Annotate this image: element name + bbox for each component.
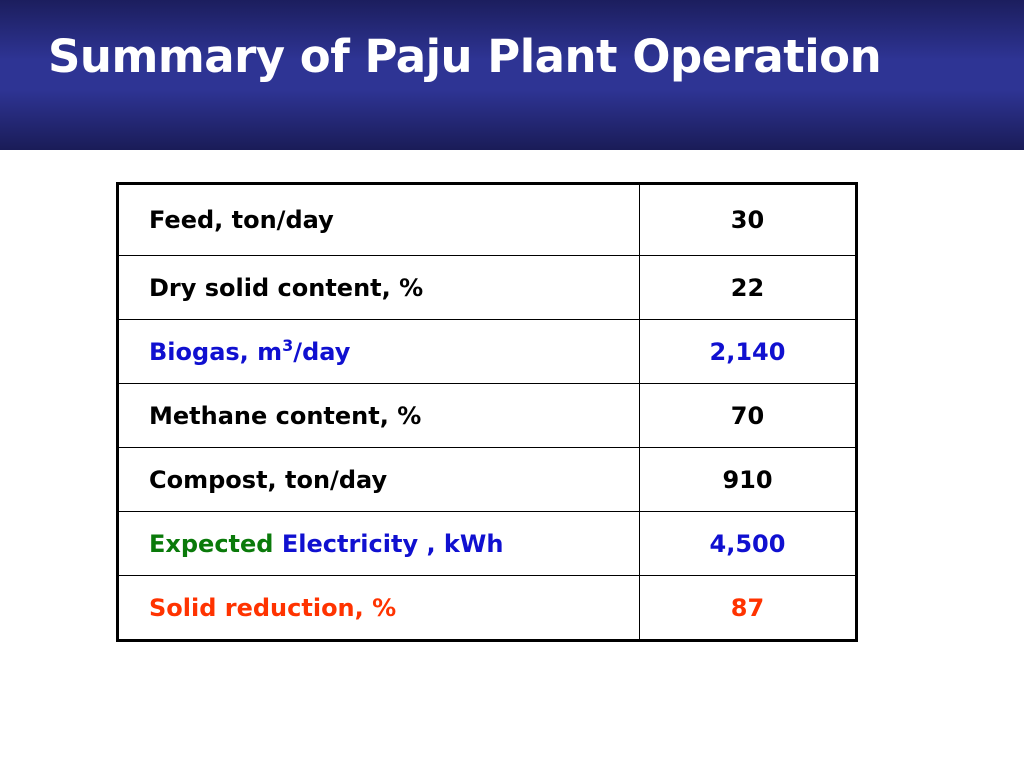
row-value-dry-solid: 22 (639, 255, 857, 320)
row-value-compost: 910 (639, 447, 857, 512)
electricity-label-text: Electricity , kWh (273, 529, 504, 558)
biogas-label-text: Biogas, m (149, 337, 283, 366)
summary-table: Feed, ton/day 30 Dry solid content, % 22… (116, 182, 858, 642)
row-value-methane: 70 (639, 383, 857, 448)
row-value-solid-reduction: 87 (639, 575, 857, 641)
table-row: Feed, ton/day 30 (117, 183, 857, 256)
row-label-biogas: Biogas, m3/day (117, 319, 640, 384)
slide-title: Summary of Paju Plant Operation (48, 30, 882, 83)
biogas-label-unit: /day (293, 337, 351, 366)
row-label-dry-solid: Dry solid content, % (117, 255, 640, 320)
table-row: Solid reduction, % 87 (117, 575, 857, 641)
table-row: Methane content, % 70 (117, 383, 857, 448)
row-value-biogas: 2,140 (639, 319, 857, 384)
row-value-feed: 30 (639, 183, 857, 256)
row-value-electricity: 4,500 (639, 511, 857, 576)
row-label-electricity: Expected Electricity , kWh (117, 511, 640, 576)
title-bar: Summary of Paju Plant Operation (0, 0, 1024, 150)
table-row: Compost, ton/day 910 (117, 447, 857, 512)
row-label-solid-reduction: Solid reduction, % (117, 575, 640, 641)
electricity-label-expected: Expected (149, 529, 274, 558)
table-row: Dry solid content, % 22 (117, 255, 857, 320)
table-row: Biogas, m3/day 2,140 (117, 319, 857, 384)
biogas-label-superscript: 3 (282, 335, 294, 355)
row-label-methane: Methane content, % (117, 383, 640, 448)
row-label-compost: Compost, ton/day (117, 447, 640, 512)
row-label-feed: Feed, ton/day (117, 183, 640, 256)
table-row: Expected Electricity , kWh 4,500 (117, 511, 857, 576)
